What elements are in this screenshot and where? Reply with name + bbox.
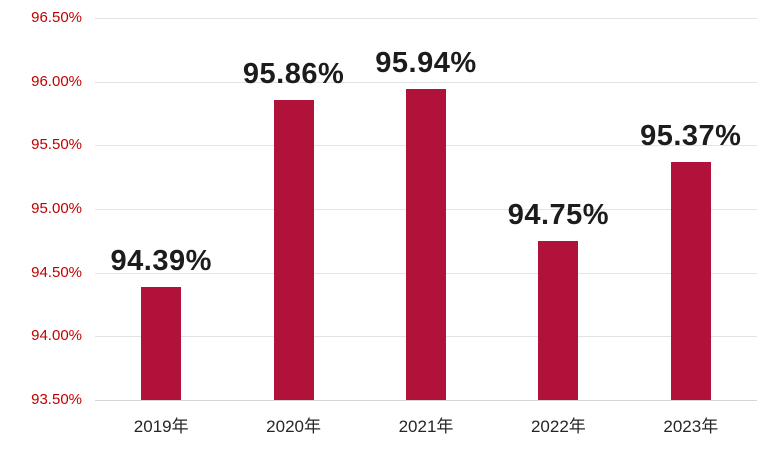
x-tick-label: 2019年 [133, 417, 189, 436]
bar-slot: 95.37% [625, 18, 757, 400]
x-axis: 2019年 2020年 2021年 2022年 2023年 [95, 408, 757, 436]
y-tick-label: 95.50% [31, 136, 82, 154]
x-tick-label: 2022年 [530, 417, 586, 436]
x-tick-label: 2023年 [663, 417, 719, 436]
gridline [95, 18, 757, 19]
bar [141, 286, 182, 400]
bar-value-label: 95.86% [242, 57, 345, 90]
bar [538, 240, 579, 400]
plot-area: 94.39% 95.86% 95.94% 94.75% 95.37% [95, 18, 757, 401]
y-tick-label: 94.00% [31, 327, 82, 345]
bar [405, 89, 446, 400]
x-tick-label: 2021年 [398, 417, 454, 436]
bar-value-label: 95.37% [640, 119, 742, 152]
bar-value-label: 95.94% [375, 47, 477, 80]
y-tick-label: 93.50% [31, 391, 82, 408]
bar [273, 99, 314, 400]
y-tick-label: 96.00% [31, 72, 82, 90]
gridline [95, 400, 757, 401]
gridline [95, 81, 757, 83]
y-tick-label: 95.00% [31, 200, 82, 217]
bar-value-label: 94.75% [507, 198, 610, 231]
bar-slot: 95.86% [227, 18, 359, 400]
y-tick-label: 94.50% [31, 263, 82, 281]
bar [670, 161, 711, 400]
bar-slot: 94.75% [492, 18, 624, 400]
bar-value-label: 94.39% [110, 244, 212, 277]
bar-slot: 94.39% [95, 18, 227, 400]
bar-slot: 95.94% [360, 18, 492, 400]
y-axis: 96.50% 96.00% 95.50% 95.00% 94.50% 94.00% 93.5… [0, 10, 88, 408]
x-tick-label: 2020年 [266, 417, 321, 436]
y-tick-label: 96.50% [31, 9, 82, 26]
